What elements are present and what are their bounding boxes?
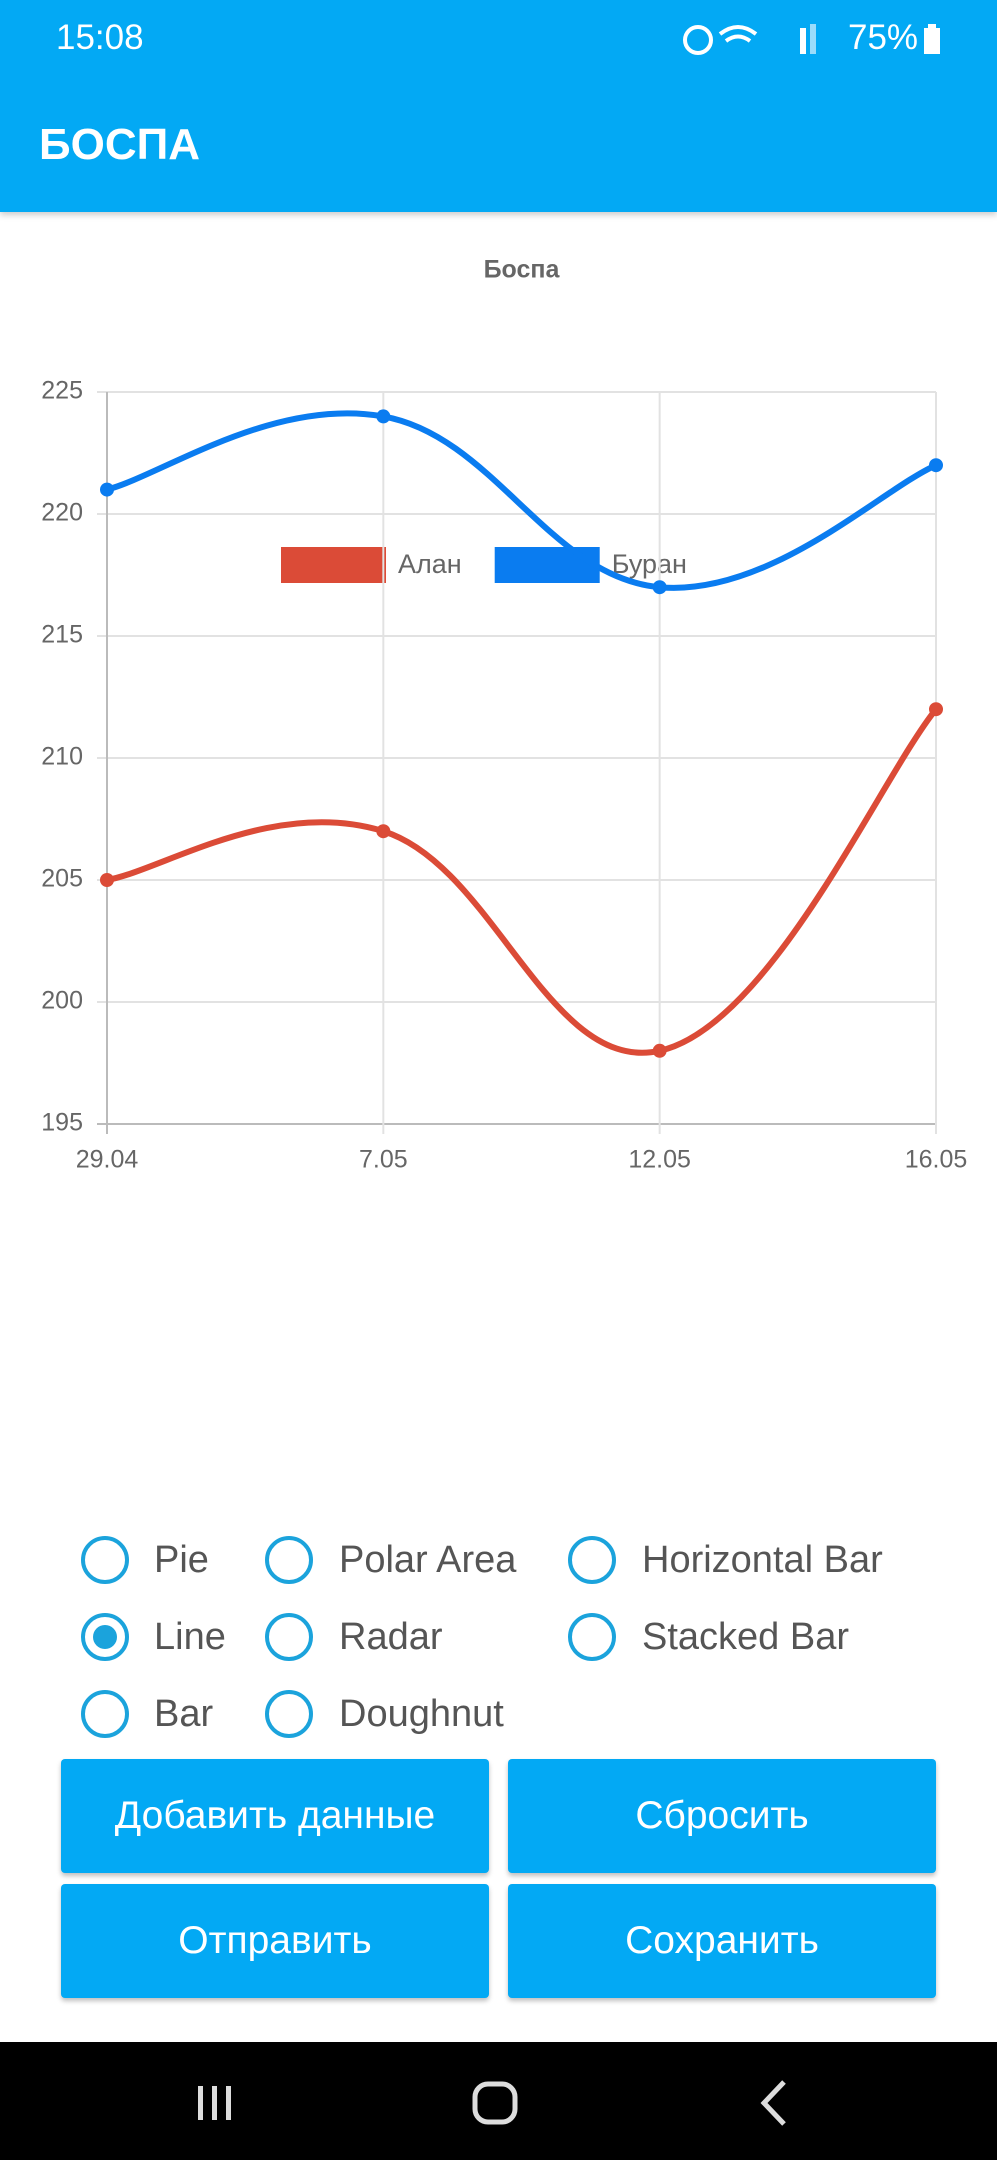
- y-tick-label: 225: [41, 377, 83, 405]
- radio-button[interactable]: [265, 1613, 313, 1661]
- data-point: [652, 580, 667, 595]
- data-point: [376, 409, 391, 424]
- y-tick-label: 205: [41, 865, 83, 893]
- data-point: [929, 458, 943, 473]
- radio-button[interactable]: [81, 1536, 129, 1584]
- nav-bar: [0, 2042, 997, 2160]
- x-tick-label: 7.05: [359, 1146, 408, 1174]
- data-point: [376, 824, 391, 839]
- data-point: [652, 1043, 667, 1058]
- radio-label: Pie: [154, 1539, 209, 1581]
- chart-title: Боспа: [484, 256, 561, 284]
- y-tick-label: 215: [41, 621, 83, 649]
- radio-button[interactable]: [81, 1613, 129, 1661]
- legend-label: Буран: [612, 549, 687, 579]
- status-time: 15:08: [56, 18, 144, 57]
- radio-button[interactable]: [265, 1690, 313, 1738]
- chart-type-group: Pie Polar Area Horizontal Bar Line Radar Stac…: [81, 1536, 883, 1738]
- action-button[interactable]: Сохранить: [508, 1884, 936, 1998]
- y-tick-label: 210: [41, 743, 83, 771]
- radio-button[interactable]: [81, 1690, 129, 1738]
- x-tick-label: 29.04: [76, 1146, 139, 1174]
- chart: Боспа Алан Буран 195 200 205 210 215 220 225 29.04…: [41, 256, 968, 1174]
- radio-button[interactable]: [568, 1613, 616, 1661]
- radio-label: Horizontal Bar: [642, 1539, 883, 1581]
- data-point: [100, 873, 114, 887]
- status-icons: [683, 24, 816, 55]
- battery-icon: [924, 24, 940, 54]
- nav-icons: [198, 2080, 786, 2126]
- radio-label: Doughnut: [339, 1693, 504, 1735]
- y-tick-label: 220: [41, 499, 83, 527]
- data-point: [100, 482, 114, 497]
- app-title: БОСПА: [39, 120, 201, 169]
- x-tick-label: 16.05: [905, 1146, 968, 1174]
- data-point: [929, 702, 943, 717]
- y-tick-label: 200: [41, 987, 83, 1015]
- action-button[interactable]: Сбросить: [508, 1759, 936, 1873]
- radio-label: Stacked Bar: [642, 1616, 849, 1658]
- action-button[interactable]: Отправить: [61, 1884, 489, 1998]
- action-button[interactable]: Добавить данные: [61, 1759, 489, 1873]
- radio-button[interactable]: [568, 1536, 616, 1584]
- legend-swatch: [281, 547, 386, 583]
- radio-dot: [93, 1625, 117, 1649]
- radio-label: Line: [154, 1616, 226, 1658]
- y-tick-label: 195: [41, 1109, 83, 1137]
- legend-label: Алан: [398, 549, 462, 579]
- radio-label: Bar: [154, 1693, 213, 1735]
- radio-label: Radar: [339, 1616, 443, 1658]
- radio-button[interactable]: [265, 1536, 313, 1584]
- series-line: [106, 707, 939, 1056]
- app-bar: 15:08 75% БОСПА: [0, 0, 997, 212]
- series-line: [106, 410, 938, 591]
- legend-swatch: [494, 547, 600, 583]
- x-tick-label: 12.05: [628, 1146, 691, 1174]
- radio-label: Polar Area: [339, 1539, 517, 1581]
- status-battery: 75%: [848, 18, 919, 57]
